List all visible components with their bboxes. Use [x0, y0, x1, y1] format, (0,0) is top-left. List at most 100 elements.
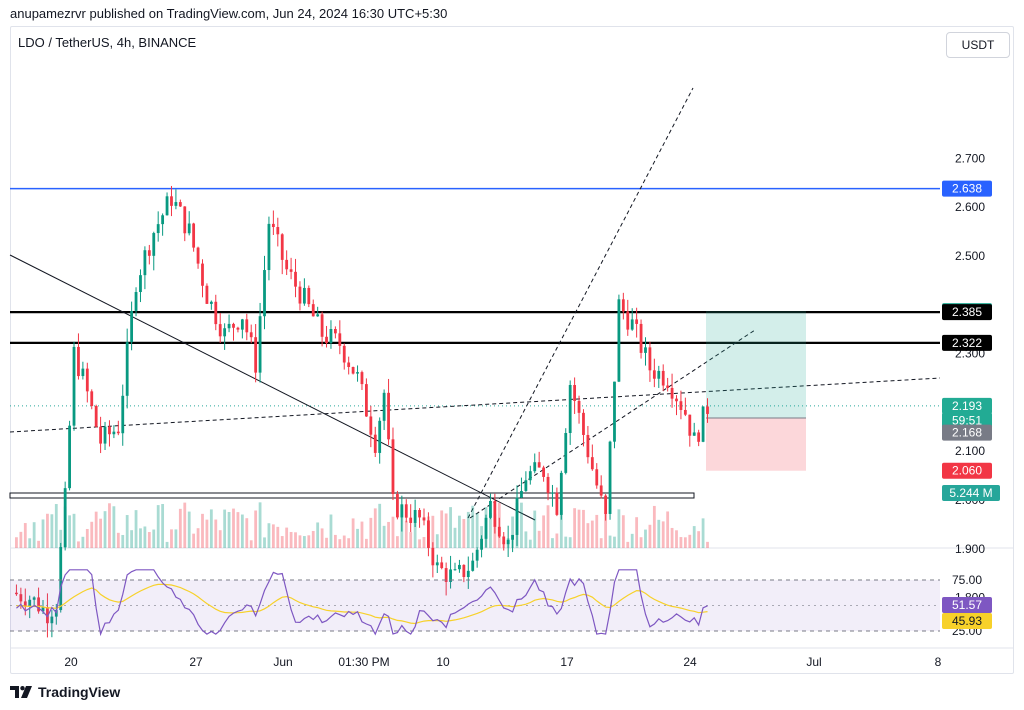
volume-bar: [316, 522, 320, 548]
volume-bar: [192, 533, 196, 548]
volume-bar: [502, 541, 506, 548]
price-tag-label: 2.385: [952, 305, 982, 319]
candle-body: [147, 250, 151, 256]
price-axis-tick-label: 2.600: [955, 200, 985, 214]
candle-body: [307, 287, 311, 305]
candle-body: [369, 416, 373, 435]
candle-body: [23, 601, 27, 607]
candle-body: [316, 314, 320, 317]
volume-bar: [276, 526, 280, 548]
volume-bar: [77, 541, 80, 548]
volume-bar: [480, 526, 483, 548]
candle-body: [458, 564, 461, 570]
volume-bar: [258, 502, 262, 548]
candle-body: [418, 509, 421, 518]
volume-bar: [644, 529, 647, 548]
candle-body: [697, 432, 701, 442]
volume-bar: [391, 516, 395, 548]
candle-body: [378, 420, 382, 453]
time-axis-tick-label: 24: [683, 655, 697, 669]
volume-bar: [617, 509, 621, 548]
candle-body: [422, 517, 426, 521]
rsi-value-label: 51.57: [952, 598, 982, 612]
candle-body: [520, 490, 523, 498]
candle-body: [276, 227, 280, 235]
volume-bar: [19, 531, 23, 548]
volume-bar: [652, 505, 656, 548]
candle-body: [475, 549, 479, 561]
candle-body: [387, 392, 390, 440]
candle-body: [382, 392, 386, 421]
volume-bar: [679, 537, 683, 548]
candle-body: [440, 562, 444, 569]
candle-body: [240, 319, 244, 330]
candle-body: [577, 400, 581, 413]
candle-body: [258, 316, 262, 373]
candle-body: [666, 385, 670, 388]
price-tag-badge: [942, 304, 992, 321]
candle-body: [675, 398, 678, 402]
candle-body: [564, 432, 568, 473]
candle-body: [19, 594, 23, 602]
candle-body: [302, 287, 306, 304]
published-by-line: anupamezrvr published on TradingView.com…: [10, 6, 448, 21]
rsi-value-badge: [942, 613, 992, 629]
volume-bar: [249, 540, 253, 548]
volume-bar: [285, 527, 289, 548]
candle-body: [493, 500, 497, 527]
rsi-value-label: 45.93: [952, 614, 982, 628]
footer-brand-label: TradingView: [38, 684, 121, 700]
price-tag-badge: [942, 397, 992, 414]
volume-bar: [178, 508, 182, 548]
volume-bar: [46, 513, 49, 548]
candle-body: [648, 347, 652, 371]
candle-body: [471, 560, 475, 571]
volume-bar: [422, 537, 426, 548]
candle-body: [90, 391, 94, 406]
volume-bar: [245, 518, 249, 548]
candle-body: [333, 329, 337, 334]
price-tag-badge: [942, 180, 992, 197]
volume-bar: [692, 526, 696, 548]
time-axis-tick-label: 27: [189, 655, 203, 669]
candle-body: [391, 439, 395, 494]
candle-body: [692, 432, 696, 436]
volume-bar: [493, 513, 497, 548]
volume-bar: [28, 538, 32, 548]
volume-bar: [427, 516, 430, 548]
candle-body: [112, 431, 116, 435]
candle-body: [94, 405, 98, 427]
candle-body: [325, 336, 328, 344]
volume-bar: [103, 511, 107, 548]
volume-bar: [506, 538, 510, 548]
volume-bar: [139, 528, 142, 548]
candle-body: [201, 263, 204, 286]
candle-body: [480, 538, 483, 550]
volume-bar: [387, 521, 390, 548]
price-tag-badge: [942, 334, 992, 351]
candle-body: [77, 346, 80, 377]
volume-bar: [263, 537, 266, 548]
candle-body: [178, 202, 182, 207]
candle-body: [116, 431, 120, 434]
volume-bar: [356, 528, 359, 548]
candle-body: [232, 323, 235, 328]
candle-body: [298, 286, 302, 304]
volume-bar: [72, 513, 76, 548]
candle-body: [289, 269, 293, 272]
candle-body: [161, 215, 165, 225]
candle-body: [320, 314, 324, 337]
candle-body: [413, 509, 417, 523]
candle-body: [338, 333, 342, 346]
price-axis-tick-label: 1.900: [955, 542, 985, 556]
volume-bar: [630, 533, 634, 548]
candle-body: [28, 599, 32, 607]
volume-bar: [205, 519, 209, 548]
candle-body: [524, 480, 528, 491]
candle-body: [85, 368, 89, 392]
volume-bar: [404, 520, 408, 548]
currency-button[interactable]: USDT: [946, 32, 1010, 58]
candle-body: [365, 384, 368, 417]
volume-bar: [289, 531, 293, 548]
